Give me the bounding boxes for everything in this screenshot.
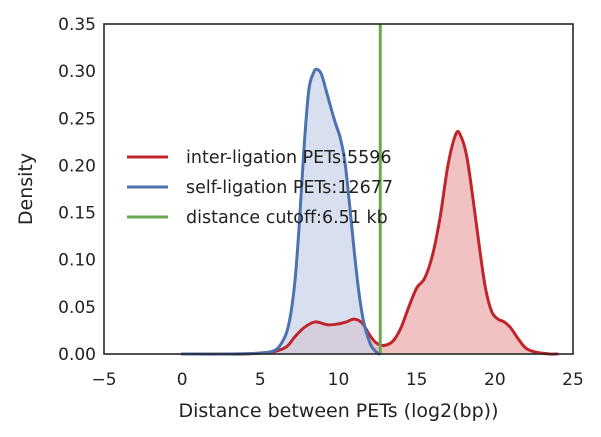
y-axis-label: Density [15,153,37,225]
density-lines [180,67,559,356]
x-tick-label: 5 [255,370,266,390]
y-axis-ticks: 0.00 0.05 0.10 0.15 0.20 0.25 0.30 0.35 [58,15,96,365]
y-tick-label: 0.10 [58,251,96,271]
y-tick-label: 0.35 [58,15,96,35]
density-fill-1 [182,131,558,355]
x-tick-label: 25 [562,370,584,390]
x-tick-label: −5 [91,370,116,390]
y-tick-label: 0.00 [58,345,96,365]
density-line-2 [180,67,381,356]
y-tick-label: 0.30 [58,62,96,82]
x-tick-label: 15 [406,370,428,390]
y-tick-label: 0.05 [58,298,96,318]
density-line-1 [180,129,559,356]
legend-label-1: inter-ligation PETs:5596 [186,148,392,168]
plot-frame [103,23,574,355]
y-tick-label: 0.25 [58,109,96,129]
legend-label-3: distance cutoff:6.51 kb [186,208,388,228]
x-axis-ticks: −5 0 5 10 15 20 25 [91,370,583,390]
legend-label-2: self-ligation PETs:12677 [186,178,393,198]
x-tick-label: 20 [484,370,506,390]
density-fill-2 [182,69,380,355]
x-axis-label: Distance between PETs (log2(bp)) [178,400,498,422]
y-tick-label: 0.15 [58,204,96,224]
x-tick-label: 10 [328,370,350,390]
x-tick-label: 0 [177,370,188,390]
legend: inter-ligation PETs:5596 self-ligation PE… [127,148,393,228]
density-areas [182,69,558,355]
y-tick-label: 0.20 [58,156,96,176]
